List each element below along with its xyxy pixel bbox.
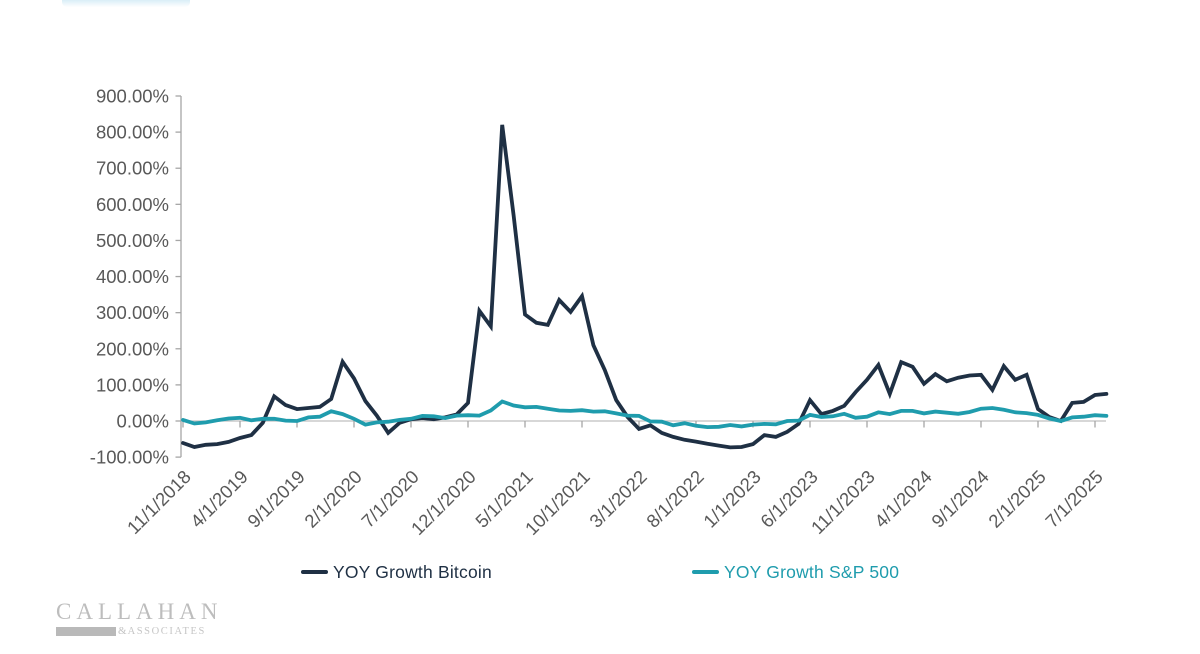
x-axis-tick-label: 2/1/2020: [300, 466, 366, 532]
sp500-legend-label: YOY Growth S&P 500: [724, 561, 900, 582]
bitcoin-legend-label: YOY Growth Bitcoin: [333, 561, 492, 582]
legend-item-bitcoin: YOY Growth Bitcoin: [301, 561, 492, 583]
y-axis-tick-label: 900.00%: [96, 86, 169, 107]
y-axis-tick-label: 0.00%: [117, 411, 169, 432]
top-edge-decoration: [62, 0, 190, 7]
x-axis-tick-label: 7/1/2025: [1041, 466, 1107, 532]
callahan-logo: CALLAHAN & ASSOCIATES: [56, 600, 236, 637]
sp500-series-line: [181, 399, 1109, 430]
x-axis-tick-label: 4/1/2019: [186, 466, 252, 532]
y-axis-tick-label: 700.00%: [96, 158, 169, 179]
bitcoin-series-line: [181, 124, 1109, 450]
logo-associates-text: ASSOCIATES: [127, 625, 206, 637]
bitcoin-legend-marker: [301, 569, 328, 575]
y-axis-tick-label: 200.00%: [96, 338, 169, 359]
x-axis-tick-label: 3/1/2022: [585, 466, 651, 532]
logo-callahan-text: CALLAHAN: [56, 599, 223, 624]
y-axis-tick-label: 600.00%: [96, 194, 169, 215]
x-axis-tick-label: 9/1/2019: [243, 466, 309, 532]
x-axis-tick-label: 2/1/2025: [984, 466, 1050, 532]
x-axis-tick-label: 9/1/2024: [927, 466, 993, 532]
y-axis-tick-label: 400.00%: [96, 266, 169, 287]
sp500-legend-marker: [692, 569, 719, 575]
logo-second-line: & ASSOCIATES: [56, 625, 236, 637]
y-axis-tick-label: 800.00%: [96, 122, 169, 143]
x-axis-tick-label: 1/1/2023: [699, 466, 765, 532]
logo-bar: [56, 626, 116, 636]
logo-ampersand: &: [118, 625, 127, 637]
y-axis-tick-label: 500.00%: [96, 230, 169, 251]
x-axis-tick-label: 4/1/2024: [870, 466, 936, 532]
x-axis-tick-label: 8/1/2022: [642, 466, 708, 532]
y-axis-tick-label: 100.00%: [96, 374, 169, 395]
x-axis-tick-label: 11/1/2018: [123, 466, 195, 538]
legend-item-sp500: YOY Growth S&P 500: [692, 561, 899, 583]
y-axis-tick-label: -100.00%: [90, 447, 169, 468]
y-axis-tick-label: 300.00%: [96, 302, 169, 323]
